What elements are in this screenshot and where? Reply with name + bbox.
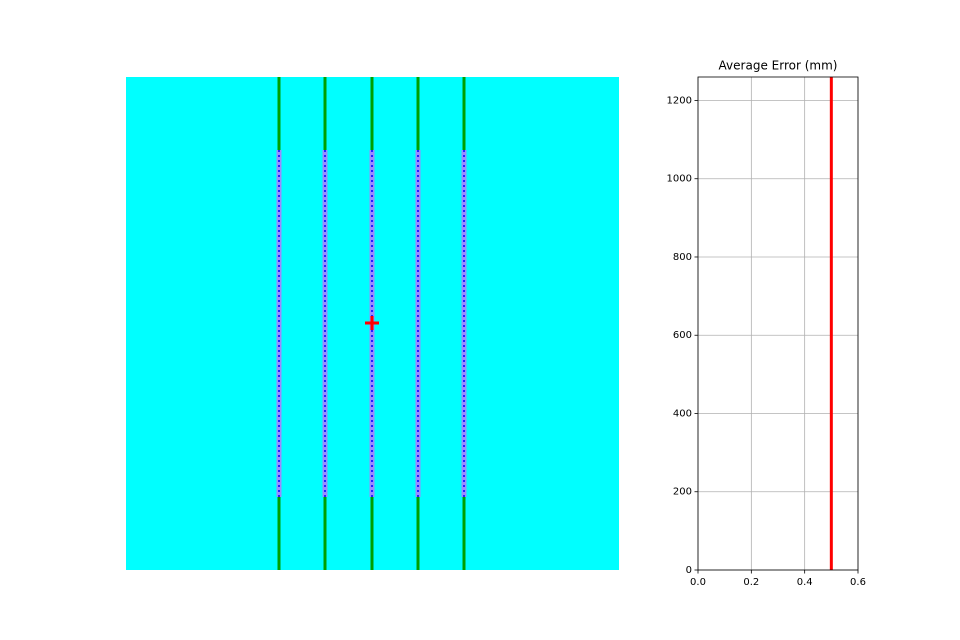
plot-frame <box>697 76 859 571</box>
y-tick-label: 200 <box>673 487 692 498</box>
y-tick-label: 800 <box>673 252 692 263</box>
y-tick-label: 1200 <box>667 95 692 106</box>
x-tick-label: 0.2 <box>743 577 759 588</box>
y-tick-label: 600 <box>673 330 692 341</box>
image-panel <box>126 77 619 570</box>
y-tick-label: 1000 <box>667 174 692 185</box>
x-tick-label: 0.6 <box>850 577 866 588</box>
y-tick-label: 0 <box>686 565 692 576</box>
x-tick-label: 0.4 <box>797 577 813 588</box>
red-cross <box>365 316 379 330</box>
x-tick-label: 0.0 <box>690 577 706 588</box>
error-plot: Average Error (mm) 0 200 400 600 800 1000 1200… <box>667 59 866 589</box>
y-tick-label: 400 <box>673 408 692 419</box>
purple-segments <box>276 150 467 497</box>
chart-title: Average Error (mm) <box>719 59 838 73</box>
